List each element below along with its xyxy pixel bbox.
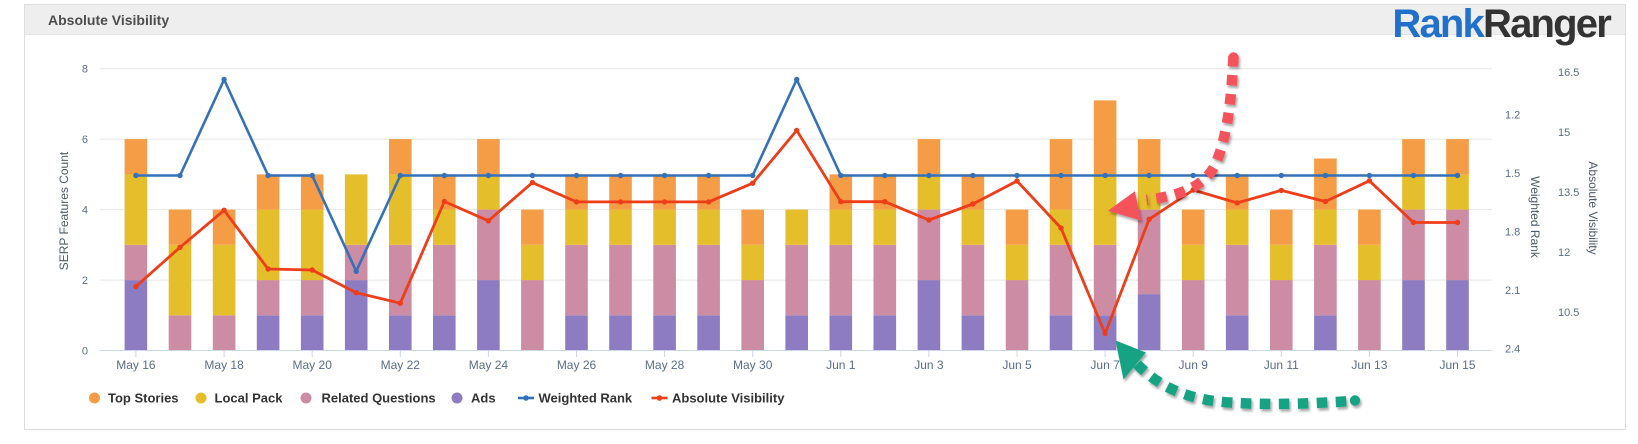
svg-text:Jun 3: Jun 3 (914, 358, 944, 372)
svg-text:2.4: 2.4 (1505, 344, 1520, 356)
svg-text:Local Pack: Local Pack (215, 391, 284, 406)
svg-text:Ads: Ads (471, 391, 496, 406)
svg-text:1.5: 1.5 (1505, 168, 1520, 180)
svg-text:Related Questions: Related Questions (322, 391, 436, 406)
svg-text:Absolute Visibility: Absolute Visibility (672, 391, 785, 406)
svg-text:Jun 5: Jun 5 (1002, 358, 1032, 372)
svg-text:10.5: 10.5 (1558, 307, 1579, 319)
svg-text:Weighted Rank: Weighted Rank (539, 391, 633, 406)
svg-text:Jun 1: Jun 1 (826, 358, 856, 372)
svg-text:15: 15 (1558, 127, 1570, 139)
svg-text:May 22: May 22 (381, 358, 421, 372)
svg-text:1.8: 1.8 (1505, 227, 1520, 239)
svg-text:Jun 11: Jun 11 (1264, 358, 1299, 372)
svg-text:8: 8 (82, 64, 88, 76)
svg-text:Weighted Rank: Weighted Rank (1528, 176, 1542, 259)
svg-text:May 20: May 20 (293, 358, 333, 372)
svg-text:Jun 13: Jun 13 (1351, 358, 1387, 372)
svg-text:Jun 9: Jun 9 (1179, 358, 1209, 372)
svg-text:Top Stories: Top Stories (108, 391, 179, 406)
svg-text:May 26: May 26 (557, 358, 597, 372)
svg-text:0: 0 (82, 346, 88, 358)
svg-text:May 16: May 16 (116, 358, 156, 372)
svg-text:6: 6 (82, 134, 88, 146)
svg-text:2: 2 (82, 275, 88, 287)
svg-text:May 24: May 24 (469, 358, 509, 372)
svg-text:2.1: 2.1 (1505, 285, 1520, 297)
svg-text:May 18: May 18 (204, 358, 244, 372)
svg-text:Jun 15: Jun 15 (1439, 358, 1475, 372)
svg-text:1.2: 1.2 (1505, 110, 1520, 122)
svg-text:May 30: May 30 (733, 358, 773, 372)
svg-text:16.5: 16.5 (1558, 67, 1579, 79)
svg-text:12: 12 (1558, 247, 1570, 259)
svg-text:13.5: 13.5 (1558, 187, 1579, 199)
svg-text:SERP Features Count: SERP Features Count (57, 151, 71, 270)
svg-text:Absolute Visibility: Absolute Visibility (1586, 161, 1600, 254)
svg-text:4: 4 (82, 205, 88, 217)
svg-text:Jun 7: Jun 7 (1090, 358, 1120, 372)
svg-text:May 28: May 28 (645, 358, 685, 372)
